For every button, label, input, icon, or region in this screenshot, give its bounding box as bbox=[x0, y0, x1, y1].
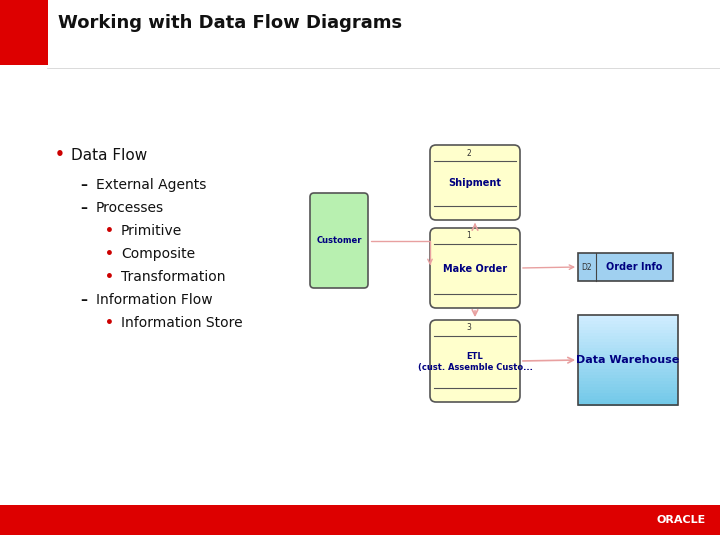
Bar bbox=[578, 354, 678, 358]
Text: ETL
(cust. Assemble Custo...: ETL (cust. Assemble Custo... bbox=[418, 352, 532, 372]
Bar bbox=[578, 315, 678, 405]
Text: Customer: Customer bbox=[316, 236, 361, 245]
FancyBboxPatch shape bbox=[430, 228, 520, 308]
Text: Information Flow: Information Flow bbox=[96, 293, 212, 307]
Text: •: • bbox=[105, 270, 114, 284]
Bar bbox=[578, 357, 678, 361]
Text: Working with Data Flow Diagrams: Working with Data Flow Diagrams bbox=[58, 14, 402, 32]
Text: •: • bbox=[105, 247, 114, 261]
Bar bbox=[578, 381, 678, 385]
Text: Primitive: Primitive bbox=[121, 224, 182, 238]
Bar bbox=[0, 505, 720, 535]
Bar bbox=[578, 348, 678, 352]
Bar bbox=[578, 378, 678, 382]
FancyBboxPatch shape bbox=[310, 193, 368, 288]
Bar bbox=[578, 342, 678, 346]
Bar bbox=[578, 360, 678, 364]
Text: D2: D2 bbox=[582, 262, 593, 272]
Text: Order Info: Order Info bbox=[606, 262, 662, 272]
Bar bbox=[578, 396, 678, 400]
Bar bbox=[578, 384, 678, 388]
Bar bbox=[578, 330, 678, 334]
Bar bbox=[578, 399, 678, 403]
Text: •: • bbox=[105, 224, 114, 238]
Bar bbox=[578, 372, 678, 376]
Bar bbox=[578, 336, 678, 340]
Bar bbox=[0, 0, 48, 65]
Text: Composite: Composite bbox=[121, 247, 195, 261]
Bar bbox=[578, 318, 678, 322]
Text: External Agents: External Agents bbox=[96, 178, 207, 192]
Text: ORACLE: ORACLE bbox=[657, 515, 706, 525]
Text: Make Order: Make Order bbox=[443, 264, 507, 274]
Text: –: – bbox=[80, 201, 87, 215]
Text: Data Flow: Data Flow bbox=[71, 147, 148, 163]
Text: –: – bbox=[80, 293, 87, 307]
Bar bbox=[578, 339, 678, 343]
Text: –: – bbox=[80, 178, 87, 192]
Bar bbox=[578, 375, 678, 379]
Bar bbox=[578, 351, 678, 355]
Bar bbox=[578, 321, 678, 325]
Text: 1: 1 bbox=[467, 232, 472, 240]
Bar bbox=[578, 253, 673, 281]
Bar bbox=[578, 315, 678, 319]
Bar bbox=[578, 324, 678, 328]
Bar bbox=[578, 327, 678, 331]
Text: •: • bbox=[105, 316, 114, 330]
Text: •: • bbox=[55, 147, 65, 163]
Bar bbox=[578, 393, 678, 397]
FancyBboxPatch shape bbox=[430, 145, 520, 220]
Bar bbox=[578, 366, 678, 370]
Text: Shipment: Shipment bbox=[449, 179, 502, 188]
Bar bbox=[578, 387, 678, 391]
Text: 2: 2 bbox=[467, 148, 472, 158]
Bar bbox=[578, 345, 678, 349]
Text: Information Store: Information Store bbox=[121, 316, 243, 330]
Text: Data Warehouse: Data Warehouse bbox=[577, 355, 680, 365]
Text: 3: 3 bbox=[467, 323, 472, 333]
Bar bbox=[578, 369, 678, 373]
Bar bbox=[578, 363, 678, 367]
Bar bbox=[578, 333, 678, 337]
Text: Processes: Processes bbox=[96, 201, 164, 215]
Text: Transformation: Transformation bbox=[121, 270, 225, 284]
Bar bbox=[578, 390, 678, 394]
Bar bbox=[578, 402, 678, 406]
FancyBboxPatch shape bbox=[430, 320, 520, 402]
